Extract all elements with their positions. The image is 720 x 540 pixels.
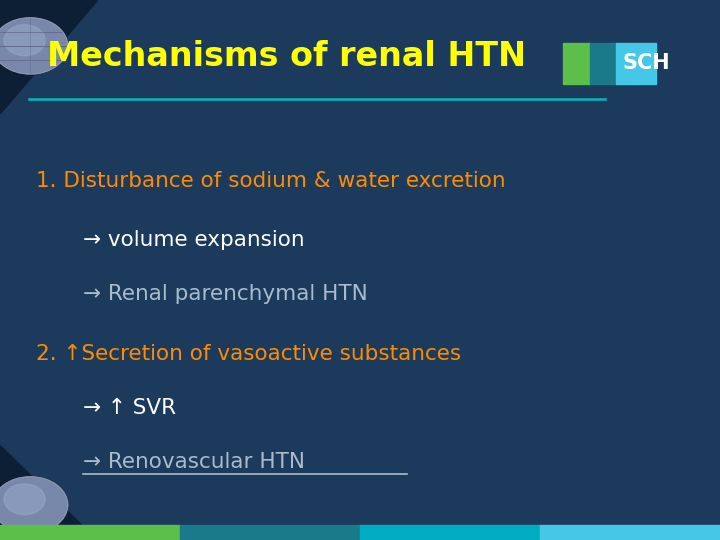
Circle shape [4, 484, 45, 515]
Polygon shape [0, 0, 97, 113]
Polygon shape [0, 446, 97, 540]
Text: → ↑ SVR: → ↑ SVR [83, 397, 176, 418]
Bar [540, 525, 720, 540]
Bar [360, 525, 540, 540]
Text: → Renovascular HTN: → Renovascular HTN [83, 451, 305, 472]
Text: SCH: SCH [622, 53, 670, 73]
Circle shape [0, 477, 68, 533]
Text: 2. ↑Secretion of vasoactive substances: 2. ↑Secretion of vasoactive substances [36, 343, 461, 364]
Text: → Renal parenchymal HTN: → Renal parenchymal HTN [83, 284, 367, 305]
Text: 1. Disturbance of sodium & water excretion: 1. Disturbance of sodium & water excreti… [36, 171, 505, 191]
Bar [563, 43, 590, 84]
Text: Mechanisms of renal HTN: Mechanisms of renal HTN [47, 40, 526, 73]
Circle shape [0, 18, 68, 74]
Bar [616, 43, 656, 84]
Bar [0, 525, 180, 540]
Bar [180, 525, 360, 540]
Circle shape [4, 25, 45, 56]
Text: → volume expansion: → volume expansion [83, 230, 305, 251]
Bar [590, 43, 616, 84]
